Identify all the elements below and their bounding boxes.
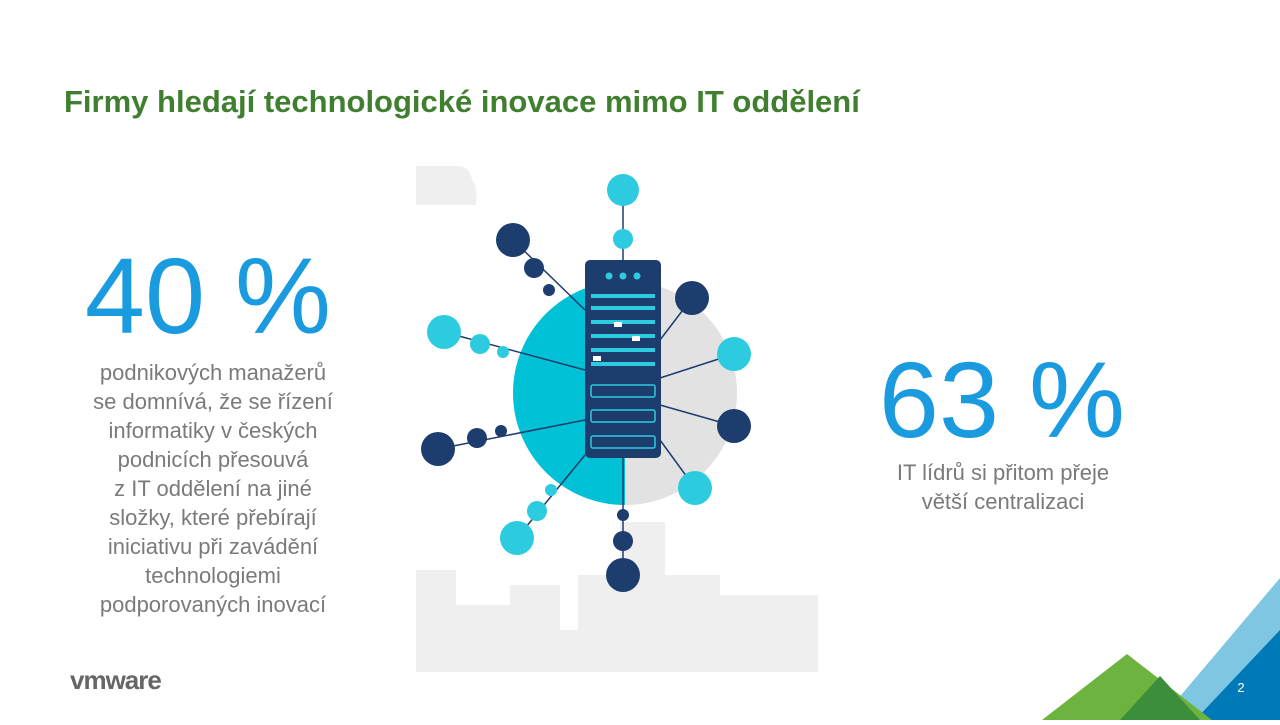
page-number: 2 bbox=[1237, 680, 1244, 695]
description-line: podporovaných inovací bbox=[100, 592, 326, 617]
description-line: složky, které přebírají bbox=[109, 505, 316, 530]
stat-value: 40 % bbox=[85, 235, 331, 356]
server-icon bbox=[585, 260, 661, 458]
description-line: iniciativu při zavádění bbox=[108, 534, 318, 559]
stat-value: 63 % bbox=[879, 339, 1125, 460]
stat-description: podnikových manažerů se domnívá, že se ří… bbox=[93, 360, 333, 617]
city-illustration bbox=[416, 166, 818, 672]
description-line: větší centralizaci bbox=[922, 489, 1085, 514]
description-line: podnicích přesouvá bbox=[118, 447, 310, 472]
description-line: z IT oddělení na jiné bbox=[114, 476, 312, 501]
description-line: se domnívá, že se řízení bbox=[93, 389, 333, 414]
corner-decoration bbox=[1042, 578, 1280, 720]
description-line: technologiemi bbox=[145, 563, 281, 588]
stat-description: IT lídrů si přitom přeje větší centraliza… bbox=[897, 460, 1109, 514]
logo: vmware bbox=[70, 665, 161, 695]
description-line: informatiky v českých bbox=[108, 418, 317, 443]
nodes bbox=[421, 174, 751, 592]
title: Firmy hledají technologické inovace mimo… bbox=[64, 84, 861, 119]
description-line: podnikových manažerů bbox=[100, 360, 326, 385]
description-line: IT lídrů si přitom přeje bbox=[897, 460, 1109, 485]
